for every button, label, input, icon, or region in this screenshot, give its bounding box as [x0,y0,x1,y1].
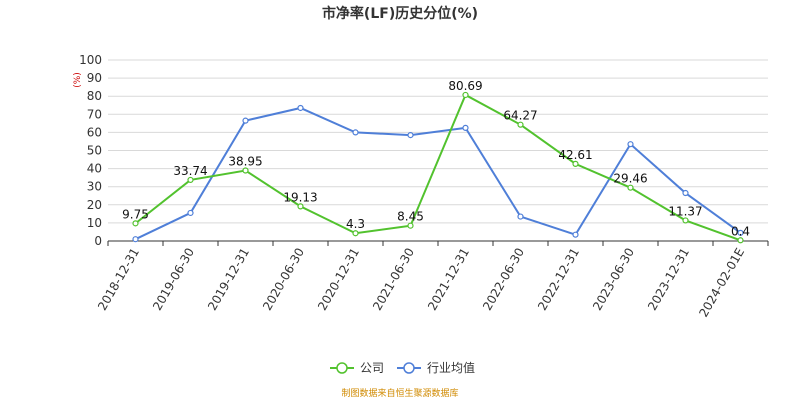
data-point[interactable] [627,141,634,148]
y-tick-label: 10 [87,216,102,230]
data-point[interactable] [462,91,469,99]
y-tick-label: 20 [87,198,102,212]
x-tick-label: 2022-06-30 [480,246,527,313]
data-point[interactable] [682,217,689,224]
x-tick-label: 2020-12-31 [315,246,362,313]
x-axis-ticks: 2018-12-31 2019-06-30 2019-12-31 2020-06-30… [95,241,769,320]
y-tick-label: 0 [94,234,102,248]
series-line-0 [134,93,741,242]
x-tick-label: 2019-12-31 [205,246,252,313]
data-point[interactable] [132,220,139,227]
data-labels: 9.75 33.74 38.95 19.13 4.3 8.45 80.69 64.27 42.6… [122,79,750,238]
data-label: 4.3 [346,217,365,231]
x-tick-label: 2023-12-31 [645,246,692,313]
data-point[interactable] [572,231,579,238]
data-label: 0.4 [731,224,750,238]
data-point[interactable] [572,160,579,167]
data-label: 42.61 [558,148,592,162]
data-label: 33.74 [173,164,207,178]
data-point[interactable] [737,237,744,244]
data-label: 38.95 [228,155,262,169]
y-tick-label: 30 [87,180,102,194]
data-label: 64.27 [503,109,537,123]
y-tick-label: 100 [79,53,102,67]
x-tick-label: 2019-06-30 [150,246,197,313]
y-tick-label: 40 [87,162,102,176]
data-label: 29.46 [613,172,647,186]
x-tick-label: 2021-06-30 [370,246,417,313]
data-point[interactable] [627,184,634,191]
x-tick-label: 2023-06-30 [590,246,637,313]
data-label: 11.37 [668,204,702,218]
x-tick-label: 2024-02-01E [696,246,747,320]
x-tick-label: 2021-12-31 [425,246,472,313]
y-axis-unit: (%) [73,72,83,88]
series-line-1 [135,106,742,241]
data-point[interactable] [407,222,414,229]
data-label: 80.69 [448,79,482,93]
y-tick-label: 90 [87,71,102,85]
data-point[interactable] [187,209,194,217]
data-point[interactable] [352,129,359,136]
data-label: 8.45 [397,210,424,224]
legend[interactable]: 公司 行业均值 [330,360,475,375]
source-note: 制图数据来自恒生聚源数据库 [341,387,458,399]
legend-label[interactable]: 行业均值 [427,360,475,375]
y-tick-label: 80 [87,89,102,103]
legend-marker [336,362,348,374]
data-point[interactable] [517,121,524,128]
data-point[interactable] [462,124,469,131]
data-point[interactable] [242,117,249,124]
data-point[interactable] [407,132,414,139]
legend-marker [403,362,415,374]
data-point[interactable] [682,189,689,197]
y-tick-label: 50 [87,144,102,158]
data-point[interactable] [737,229,744,236]
series-lines [132,91,744,244]
data-point[interactable] [132,236,139,243]
y-axis-ticks: 0 10 20 30 40 50 60 70 80 90 100 [79,53,102,248]
x-tick-label: 2018-12-31 [95,246,142,313]
y-tick-label: 70 [87,107,102,121]
data-label: 19.13 [283,190,317,204]
data-point[interactable] [517,213,524,220]
data-point[interactable] [297,203,304,210]
x-tick-label: 2022-12-31 [535,246,582,313]
data-point[interactable] [187,176,194,184]
y-tick-label: 60 [87,125,102,139]
chart-title: 市净率(LF)历史分位(%) [322,5,478,22]
data-point[interactable] [242,167,249,174]
grid-lines [108,59,768,224]
data-label: 9.75 [122,207,149,221]
x-tick-label: 2020-06-30 [260,246,307,313]
legend-label[interactable]: 公司 [360,361,384,375]
data-point[interactable] [297,104,304,112]
data-point[interactable] [352,230,359,237]
